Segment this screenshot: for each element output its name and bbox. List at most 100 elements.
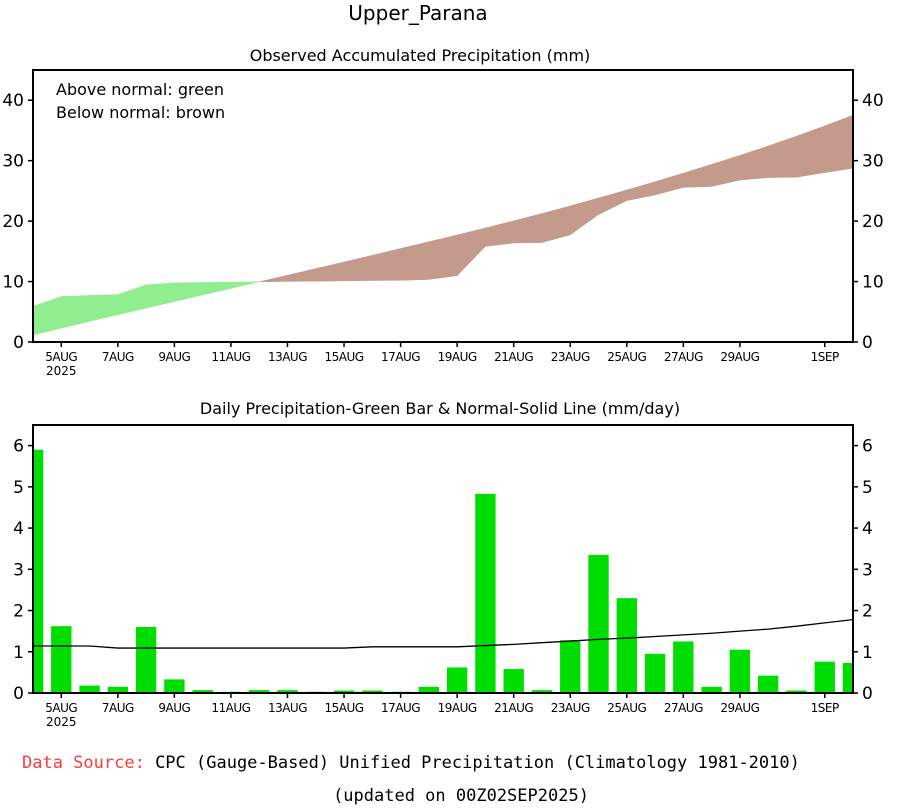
below-normal-area (372, 248, 401, 281)
below-normal-area (739, 145, 769, 181)
daily-plot-frame (32, 424, 854, 694)
daily-precip-bar (616, 598, 637, 693)
accum-xtick-label: 7AUG (102, 350, 134, 364)
updated-note: (updated on 00Z02SEP2025) (333, 786, 589, 806)
normal-line (33, 618, 854, 649)
daily-xtick-label: 29AUG (720, 701, 759, 715)
daily-ytick-label-right: 3 (862, 560, 873, 580)
daily-xtick-label: 13AUG (268, 701, 307, 715)
accum-xtick-label: 23AUG (551, 350, 590, 364)
data-source-line: Data Source: CPC (Gauge-Based) Unified P… (22, 753, 922, 773)
daily-precip-bar (673, 641, 694, 693)
daily-ytick-label-right: 6 (862, 437, 873, 457)
accum-ytick-label-left: 30 (2, 152, 24, 172)
below-normal-area (626, 181, 656, 201)
daily-precip-bar (729, 649, 751, 693)
daily-ytick-label-left: 2 (13, 602, 24, 622)
accum-xtick-label: 9AUG (158, 350, 190, 364)
below-normal-area (287, 268, 317, 282)
accum-xtick-label: 11AUG (211, 350, 250, 364)
daily-xtick-label: 15AUG (325, 701, 364, 715)
data-source-text: CPC (Gauge-Based) Unified Precipitation … (144, 753, 800, 773)
accum-xtick-year: 2025 (46, 364, 77, 378)
accum-xtick-label: 1SEP (811, 350, 839, 364)
daily-precip-bar (192, 690, 213, 693)
daily-precip-bar (362, 690, 383, 693)
accum-xtick-label: 13AUG (268, 350, 307, 364)
daily-ytick-label-left: 5 (13, 478, 24, 498)
daily-precip-bar (644, 653, 666, 693)
below-normal-area (315, 261, 345, 282)
above-normal-area (145, 282, 175, 309)
daily-xtick-label: 19AUG (438, 701, 477, 715)
above-normal-area (117, 284, 147, 316)
daily-xtick-label: 23AUG (551, 701, 590, 715)
daily-precip-bar (503, 669, 524, 693)
daily-xtick-label: 7AUG (102, 701, 134, 715)
daily-precip-bar (560, 640, 581, 693)
below-normal-area (683, 164, 712, 188)
daily-precip-bar (418, 686, 440, 693)
above-normal-area (174, 282, 203, 302)
daily-xtick-label: 17AUG (381, 701, 420, 715)
accum-xtick-label: 29AUG (720, 350, 759, 364)
below-normal-area (485, 220, 514, 247)
accum-ytick-label-right: 0 (862, 333, 873, 353)
below-normal-area (513, 213, 543, 244)
daily-precip-bar (531, 690, 553, 693)
below-normal-area (258, 274, 288, 283)
daily-ytick-label-right: 4 (862, 519, 873, 539)
daily-ytick-label-left: 6 (13, 437, 24, 457)
accum-xtick-label: 15AUG (325, 350, 364, 364)
accum-ytick-label-right: 30 (862, 152, 884, 172)
daily-precip-bar (135, 627, 157, 693)
daily-precip-bar (333, 690, 355, 693)
daily-precip-bar (814, 661, 835, 693)
daily-precip-bar (107, 686, 129, 693)
daily-xtick-label: 1SEP (811, 701, 839, 715)
accum-plot-frame (32, 69, 854, 343)
data-source-label: Data Source: (22, 753, 145, 773)
below-normal-area (400, 241, 430, 281)
daily-precip-bar (277, 690, 298, 693)
accum-xtick-label: 19AUG (438, 350, 477, 364)
daily-xtick-year: 2025 (46, 715, 77, 729)
below-normal-area (796, 125, 825, 178)
accum-ytick-label-right: 40 (862, 91, 884, 111)
accum-xtick-label: 27AUG (664, 350, 703, 364)
accum-ytick-label-left: 40 (2, 91, 24, 111)
daily-precip-bar (164, 679, 185, 693)
accumulated-fill (32, 114, 854, 336)
daily-precip-bar (701, 686, 722, 693)
daily-precip-bar (446, 667, 468, 693)
daily-xtick-label: 11AUG (211, 701, 250, 715)
daily-xtick-label: 5AUG (45, 701, 77, 715)
accum-ytick-label-left: 0 (13, 333, 24, 353)
daily-precip-bar (79, 685, 100, 693)
accum-xtick-label: 21AUG (494, 350, 533, 364)
daily-precip-bar (249, 690, 270, 693)
below-normal-area (598, 189, 628, 215)
below-normal-area (824, 114, 854, 173)
daily-precip-bar (33, 449, 44, 693)
below-normal-area (456, 227, 486, 277)
below-normal-area (569, 197, 599, 236)
daily-ytick-label-right: 2 (862, 602, 873, 622)
below-normal-area (654, 172, 684, 196)
accum-xtick-label: 25AUG (607, 350, 646, 364)
below-normal-area (343, 254, 373, 282)
daily-xtick-label: 9AUG (158, 701, 190, 715)
accum-ytick-label-right: 20 (862, 212, 884, 232)
below-normal-area (541, 205, 571, 243)
below-normal-area (767, 135, 797, 178)
daily-precip-bar (757, 675, 779, 693)
below-normal-area (428, 234, 458, 280)
accum-ytick-label-left: 10 (2, 273, 24, 293)
accum-ytick-label-right: 10 (862, 273, 884, 293)
daily-precip-bar (51, 626, 72, 693)
legend-below: Below normal: brown (56, 103, 225, 122)
daily-ytick-label-left: 4 (13, 519, 24, 539)
daily-precip-bar (786, 690, 807, 693)
below-normal-area (711, 155, 741, 187)
